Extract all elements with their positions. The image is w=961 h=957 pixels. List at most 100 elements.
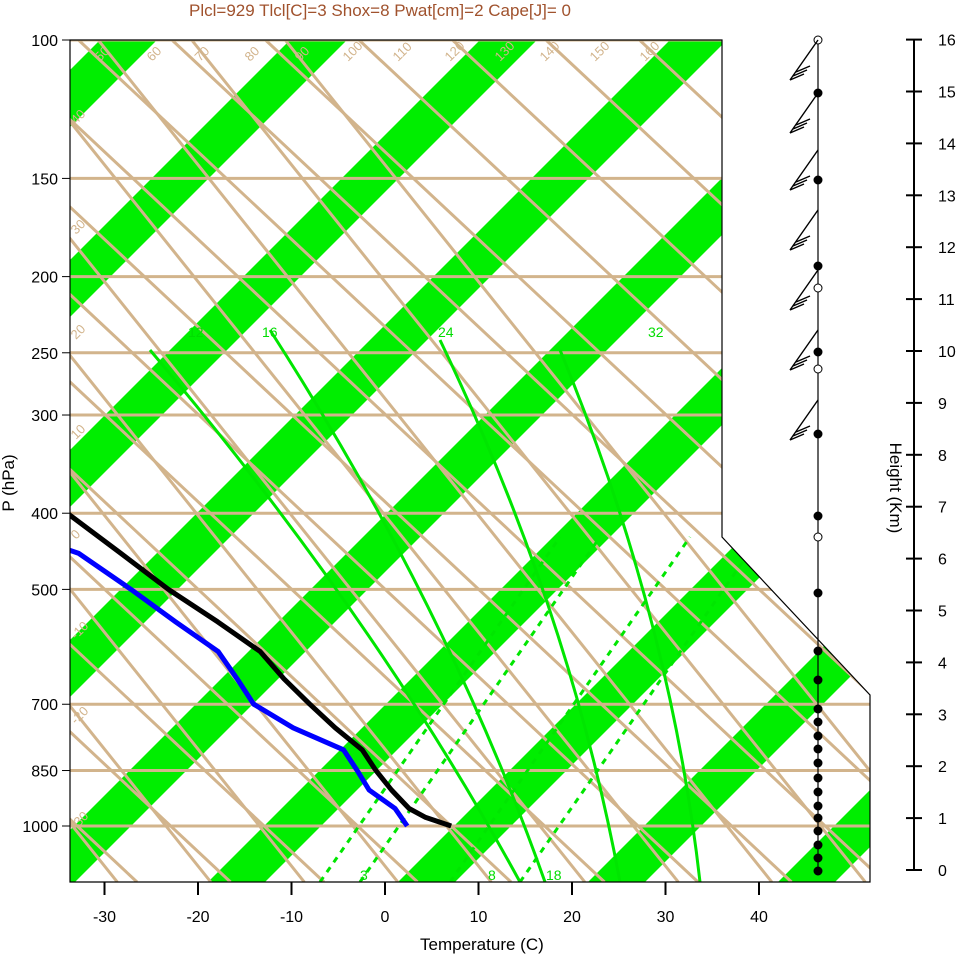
wind-barb-feather xyxy=(795,295,811,303)
mixing-ratio-label: 16 xyxy=(262,324,278,340)
wind-level-marker xyxy=(813,866,823,876)
mixing-ratio-label: 18 xyxy=(546,867,562,883)
wind-barb-feather xyxy=(792,239,808,247)
pressure-tick-label: 300 xyxy=(31,408,58,425)
mixing-ratio-dashed xyxy=(318,536,562,882)
height-tick-label: 14 xyxy=(938,136,956,153)
isotherm-label: 150 xyxy=(587,38,613,64)
wind-level-marker xyxy=(813,646,823,656)
wind-barb-feather xyxy=(792,299,808,307)
dry-adiabat-line xyxy=(170,40,870,882)
isotherm-label: 20 xyxy=(792,591,813,612)
wind-level-marker xyxy=(813,787,823,797)
wind-barb-feather xyxy=(792,122,808,130)
wind-level-marker xyxy=(813,429,823,439)
chart-title: Plcl=929 Tlcl[C]=3 Shox=8 Pwat[cm]=2 Cap… xyxy=(189,1,571,20)
wind-barb-feather xyxy=(789,73,805,81)
wind-level-marker xyxy=(813,826,823,836)
temperature-tick-label: 10 xyxy=(470,909,488,926)
height-tick-label: 8 xyxy=(938,448,947,465)
temperature-series-line xyxy=(70,40,452,829)
temperature-tick-label: 40 xyxy=(750,909,768,926)
wind-level-marker xyxy=(813,840,823,850)
temperature-tick-label: -10 xyxy=(280,909,303,926)
mixing-ratio-label: 24 xyxy=(438,324,454,340)
wind-level-marker xyxy=(813,283,823,293)
mixing-ratio-line xyxy=(558,349,702,882)
height-tick-label: 13 xyxy=(938,188,956,205)
wind-level-marker xyxy=(813,532,823,542)
dry-adiabat-line xyxy=(70,40,326,882)
x-axis-label: Temperature (C) xyxy=(420,935,544,954)
height-tick-label: 12 xyxy=(938,240,956,257)
wind-level-marker xyxy=(813,773,823,783)
isotherm-label: 110 xyxy=(390,39,415,64)
wind-barb-feather xyxy=(792,69,808,77)
pressure-tick-label: 850 xyxy=(31,764,58,781)
pressure-tick-label: 250 xyxy=(31,346,58,363)
dry-adiabat-line xyxy=(70,40,232,882)
isotherm-label: 10 xyxy=(722,341,743,362)
temperature-axis: -30 -20 -10 0 10 20 30 40 xyxy=(70,881,870,926)
isotherm-label: 20 xyxy=(68,321,89,342)
y-axis-label: P (hPa) xyxy=(0,454,18,511)
wind-level-marker xyxy=(813,175,823,185)
wind-level-marker xyxy=(813,853,823,863)
wind-level-marker xyxy=(813,801,823,811)
pressure-tick-label: 500 xyxy=(31,582,58,599)
height-axis-label: Height (Km) xyxy=(886,443,905,534)
temperature-tick-label: 30 xyxy=(657,909,675,926)
dry-adiabat-line xyxy=(70,40,513,882)
height-tick-label: 1 xyxy=(938,811,947,828)
mixing-ratio-line xyxy=(148,349,522,882)
dry-adiabat-line xyxy=(70,40,139,882)
mixing-ratio-lines xyxy=(148,329,762,882)
height-tick-label: 11 xyxy=(938,292,955,309)
isotherm-label: 140 xyxy=(537,38,563,64)
height-tick-label: 16 xyxy=(938,33,956,50)
dry-adiabat-line xyxy=(70,40,793,882)
isotherm-label: 80 xyxy=(242,43,263,64)
wind-barb-feather xyxy=(789,433,805,441)
plot-area: 50 60 70 80 90 100 110 120 130 140 150 160403020100… xyxy=(68,38,870,883)
wind-barb-staff xyxy=(789,39,819,81)
wind-barb-staff xyxy=(789,209,819,251)
dry-adiabat-line xyxy=(451,40,870,882)
wind-barb-feather xyxy=(789,126,805,134)
mixing-ratio-label: 12 xyxy=(188,324,204,340)
wind-barb-staff xyxy=(789,92,819,134)
mixing-ratio-label: 3 xyxy=(360,867,368,883)
wind-barb-feather xyxy=(789,243,805,251)
height-tick-label: 3 xyxy=(938,707,947,724)
height-tick-label: 4 xyxy=(938,655,947,672)
height-tick-label: 10 xyxy=(938,344,956,361)
pressure-axis: 100 150 200 250 300 400 500 700 850 1000 xyxy=(22,33,70,836)
wind-level-marker xyxy=(813,588,823,598)
wind-barb-feather xyxy=(792,359,808,367)
dry-adiabat-line xyxy=(70,40,419,882)
temperature-tick-label: -20 xyxy=(186,909,209,926)
wind-level-marker xyxy=(813,744,823,754)
wind-level-marker xyxy=(813,717,823,727)
height-tick-label: 7 xyxy=(938,500,947,517)
wind-level-marker xyxy=(813,675,823,685)
wind-barb-feather xyxy=(792,429,808,437)
wind-barb-feather xyxy=(795,355,811,363)
wind-barb-feather xyxy=(792,179,808,187)
pressure-tick-label: 1000 xyxy=(22,819,58,836)
dry-adiabat-line xyxy=(638,40,870,882)
pressure-tick-label: 100 xyxy=(31,33,58,50)
wind-level-marker xyxy=(813,704,823,714)
isotherm-line xyxy=(70,40,212,882)
wind-barb-feather xyxy=(789,303,805,311)
wind-barb-feather xyxy=(795,65,811,73)
isotherm-label: 10 xyxy=(744,541,765,562)
dry-adiabat-line xyxy=(264,40,870,882)
wind-barb-feather xyxy=(795,118,811,126)
mixing-ratio-label: 8 xyxy=(488,867,496,883)
dry-adiabat-line xyxy=(544,40,870,882)
height-tick-label: 5 xyxy=(938,604,947,621)
wind-level-marker xyxy=(813,347,823,357)
isotherm-label: 0 xyxy=(722,456,738,472)
height-tick-label: 0 xyxy=(938,863,947,880)
